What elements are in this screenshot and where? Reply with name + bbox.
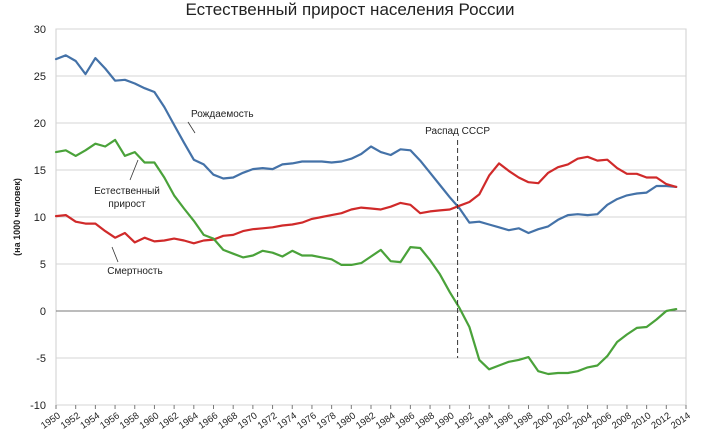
x-tick-label: 1984 <box>374 410 398 430</box>
y-tick-label: 5 <box>40 259 46 271</box>
x-tick-label: 1960 <box>138 410 162 430</box>
x-tick-label: 1952 <box>59 410 83 430</box>
y-axis: -10 -5 0 5 10 15 20 25 30 <box>30 24 46 412</box>
x-tick-label: 2002 <box>551 410 575 430</box>
x-tick-label: 2008 <box>610 410 634 430</box>
x-tick-label: 2014 <box>669 410 693 430</box>
series-line <box>54 155 678 245</box>
x-tick-label: 1968 <box>216 410 240 430</box>
annotation-label: прирост <box>108 199 146 210</box>
x-tick-label: 1962 <box>157 410 181 430</box>
series-layer <box>54 54 678 376</box>
x-tick-label: 1990 <box>433 410 457 430</box>
x-tick-label: 1956 <box>98 410 122 430</box>
x-tick-label: 1976 <box>295 410 319 430</box>
x-tick-label: 1998 <box>512 410 536 430</box>
x-tick-label: 1996 <box>492 410 516 430</box>
x-tick-label: 1958 <box>118 410 142 430</box>
series-line <box>54 54 678 235</box>
x-tick-label: 1964 <box>177 410 201 430</box>
y-tick-label: 25 <box>34 71 46 83</box>
x-tick-label: 2010 <box>630 410 654 430</box>
annotations: Рождаемость Распад СССР Естественный прирос… <box>94 109 490 358</box>
annotation-label: Естественный <box>94 186 160 197</box>
x-tick-label: 1980 <box>334 410 358 430</box>
x-tick-label: 1974 <box>275 410 299 430</box>
x-tick-label: 2000 <box>531 410 555 430</box>
annotation-leader <box>187 121 196 134</box>
y-tick-label: 20 <box>34 118 46 130</box>
x-tick-label: 1972 <box>256 410 280 430</box>
y-tick-label: 30 <box>34 24 46 36</box>
annotation-label: Рождаемость <box>191 109 254 120</box>
x-tick-label: 2012 <box>649 410 673 430</box>
annotation-label: Распад СССР <box>425 126 490 137</box>
y-tick-label: 15 <box>34 165 46 177</box>
x-tick-label: 1992 <box>453 410 477 430</box>
y-tick-label: -10 <box>30 400 46 412</box>
x-axis: 1950195219541956195819601962196419661968… <box>39 405 693 430</box>
annotation-leader <box>129 159 139 181</box>
x-tick-label: 1994 <box>472 410 496 430</box>
x-tick-label: 1950 <box>39 410 63 430</box>
chart-title: Естественный прирост населения России <box>185 0 514 19</box>
x-tick-label: 1986 <box>393 410 417 430</box>
x-tick-label: 1966 <box>197 410 221 430</box>
annotation-label: Смертность <box>107 266 162 277</box>
x-tick-label: 1978 <box>315 410 339 430</box>
grid <box>55 28 687 406</box>
y-tick-label: 10 <box>34 212 46 224</box>
y-tick-label: 0 <box>40 306 46 318</box>
y-axis-label: (на 1000 человек) <box>12 178 22 256</box>
x-tick-label: 1988 <box>413 410 437 430</box>
x-tick-label: 2004 <box>571 410 595 430</box>
annotation-leader <box>111 246 119 263</box>
x-tick-label: 2006 <box>590 410 614 430</box>
x-tick-label: 1970 <box>236 410 260 430</box>
x-tick-label: 1982 <box>354 410 378 430</box>
x-tick-label: 1954 <box>78 410 102 430</box>
series-line <box>54 138 678 376</box>
y-tick-label: -5 <box>36 353 46 365</box>
